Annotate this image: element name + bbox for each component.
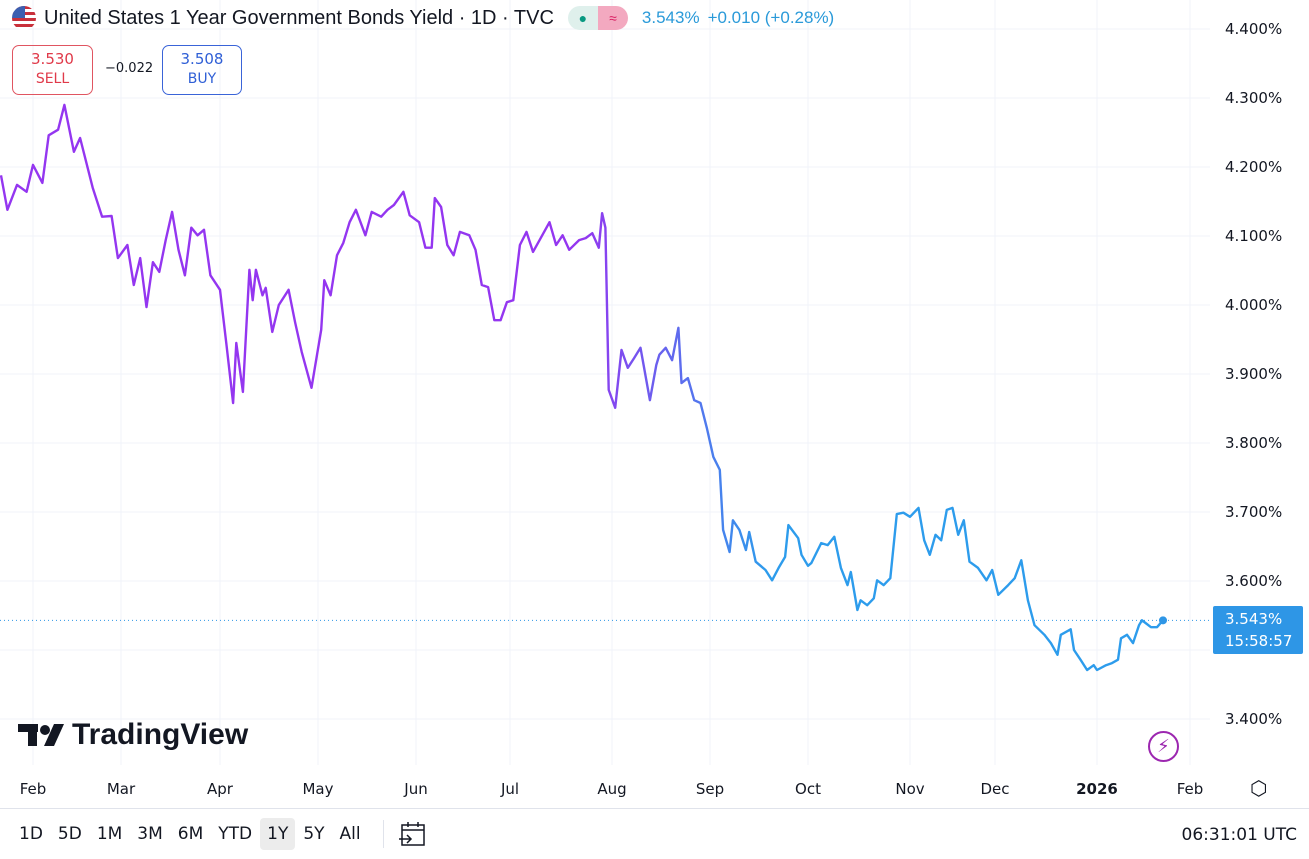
y-tick-label: 4.300% [1225, 89, 1282, 107]
chart-legend: United States 1 Year Government Bonds Yi… [12, 6, 834, 30]
sell-label: SELL [35, 71, 70, 87]
bottom-toolbar: 1D 5D 1M 3M 6M YTD 1Y 5Y All 06:31:01 UTC [0, 808, 1309, 859]
yield-series-line [0, 103, 1164, 672]
range-button-5y[interactable]: 5Y [303, 824, 325, 844]
last-price-tag: 3.543% 15:58:57 [1213, 606, 1303, 654]
x-tick-label: Sep [696, 780, 724, 798]
range-button-1d[interactable]: 1D [19, 824, 43, 844]
price-tag-value: 3.543% [1225, 610, 1283, 628]
x-tick-label: Nov [895, 780, 924, 798]
symbol-title[interactable]: United States 1 Year Government Bonds Yi… [44, 6, 554, 29]
buy-label: BUY [187, 71, 217, 87]
x-tick-label: Apr [207, 780, 234, 798]
range-button-3m[interactable]: 3M [137, 824, 163, 844]
x-tick-label: Jun [403, 780, 427, 798]
range-button-1m[interactable]: 1M [96, 824, 123, 844]
toolbar-divider [382, 820, 384, 848]
delayed-data-icon: ≈ [597, 6, 628, 30]
x-tick-label: Mar [107, 780, 136, 798]
y-tick-label: 4.000% [1225, 296, 1282, 314]
y-tick-label: 3.800% [1225, 434, 1282, 452]
x-tick-label: 2026 [1076, 780, 1118, 798]
y-tick-label: 3.600% [1225, 572, 1282, 590]
y-tick-label: 4.100% [1225, 227, 1282, 245]
range-button-5d[interactable]: 5D [57, 824, 82, 844]
calendar-goto-icon[interactable] [398, 819, 428, 849]
last-price: 3.543% [641, 8, 700, 27]
price-change: +0.010 (+0.28%) [707, 8, 835, 27]
x-tick-label: Jul [500, 780, 519, 798]
x-tick-label: Oct [795, 780, 821, 798]
x-tick-label: Feb [1177, 780, 1204, 798]
tradingview-logo[interactable]: TradingView [18, 718, 248, 752]
sell-price: 3.530 [31, 50, 74, 68]
x-tick-label: Dec [980, 780, 1009, 798]
status-pill[interactable]: ● ≈ [567, 6, 628, 30]
y-tick-label: 4.400% [1225, 20, 1282, 38]
spread-value: −0.022 [105, 61, 154, 76]
sell-button[interactable]: 3.530 SELL [12, 45, 93, 95]
last-point-marker [1159, 616, 1167, 625]
y-tick-label: 3.900% [1225, 365, 1282, 383]
utc-clock[interactable]: 06:31:01 UTC [1181, 825, 1297, 845]
range-button-6m[interactable]: 6M [177, 824, 204, 844]
settings-icon[interactable]: ⬡ [1250, 776, 1268, 800]
x-tick-label: May [302, 780, 333, 798]
buy-price: 3.508 [180, 50, 224, 68]
x-tick-label: Feb [20, 780, 47, 798]
price-chart[interactable]: 4.400% 4.300% 4.200% 4.100% 4.000% 3.900% 3.80… [0, 0, 1309, 808]
range-button-all[interactable]: All [339, 824, 361, 844]
us-flag-icon [12, 6, 36, 30]
range-button-ytd[interactable]: YTD [218, 824, 253, 844]
range-button-1y[interactable]: 1Y [260, 818, 296, 850]
y-tick-label: 4.200% [1225, 158, 1282, 176]
tradingview-logo-icon [18, 724, 64, 746]
y-tick-label: 3.400% [1225, 710, 1282, 728]
y-tick-label: 3.700% [1225, 503, 1282, 521]
tradingview-wordmark: TradingView [72, 718, 249, 751]
bar-countdown: 15:58:57 [1225, 632, 1293, 650]
buy-button[interactable]: 3.508 BUY [162, 45, 242, 95]
market-open-icon: ● [567, 6, 598, 30]
x-tick-label: Aug [597, 780, 626, 798]
lightning-icon[interactable]: ⚡ [1148, 731, 1179, 762]
